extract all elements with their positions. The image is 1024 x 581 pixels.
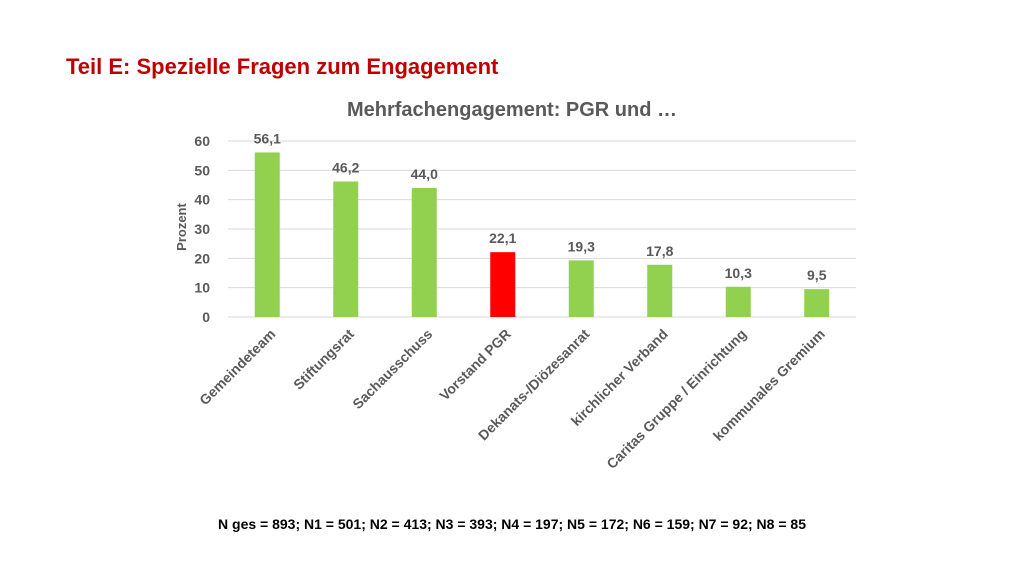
x-tick-label: Gemeindeteam	[196, 326, 278, 408]
sample-size-note: N ges = 893; N1 = 501; N2 = 413; N3 = 39…	[218, 516, 806, 532]
bar	[411, 187, 437, 317]
y-axis-ticks: 0 10 20 30 40 50 60	[194, 133, 210, 325]
data-label: 44,0	[411, 166, 438, 182]
chart-title: Mehrfachengagement: PGR und …	[347, 99, 677, 121]
y-tick-label: 40	[194, 192, 210, 208]
bar	[333, 181, 359, 317]
x-tick-label: Vorstand PGR	[436, 326, 514, 404]
y-tick-label: 50	[194, 162, 210, 178]
y-tick-label: 20	[194, 250, 210, 266]
data-label: 22,1	[489, 230, 516, 246]
x-tick-label: Caritas Gruppe / Einrichtung	[603, 326, 749, 472]
data-label: 46,2	[332, 159, 359, 175]
data-labels: 56,1 46,2 44,0 22,1 19,3 17,8 10,3 9,5	[254, 130, 827, 283]
bar	[647, 264, 673, 317]
bar	[254, 152, 280, 317]
gridlines	[228, 140, 856, 318]
bar	[725, 286, 751, 317]
data-label: 17,8	[646, 243, 673, 259]
data-label: 19,3	[568, 238, 595, 254]
bar	[804, 289, 830, 317]
y-tick-label: 0	[202, 309, 210, 325]
data-label: 10,3	[725, 265, 752, 281]
data-label: 9,5	[807, 267, 827, 283]
bars	[254, 152, 830, 317]
x-tick-label: Sachausschuss	[349, 326, 435, 412]
y-tick-label: 10	[194, 280, 210, 296]
data-label: 56,1	[254, 130, 281, 146]
bar	[490, 252, 516, 317]
y-axis-label: Prozent	[174, 202, 189, 250]
bar	[568, 260, 594, 317]
slide-title: Teil E: Spezielle Fragen zum Engagement	[66, 54, 499, 79]
y-tick-label: 60	[194, 133, 210, 149]
y-tick-label: 30	[194, 221, 210, 237]
x-tick-label: Stiftungsrat	[290, 326, 357, 393]
